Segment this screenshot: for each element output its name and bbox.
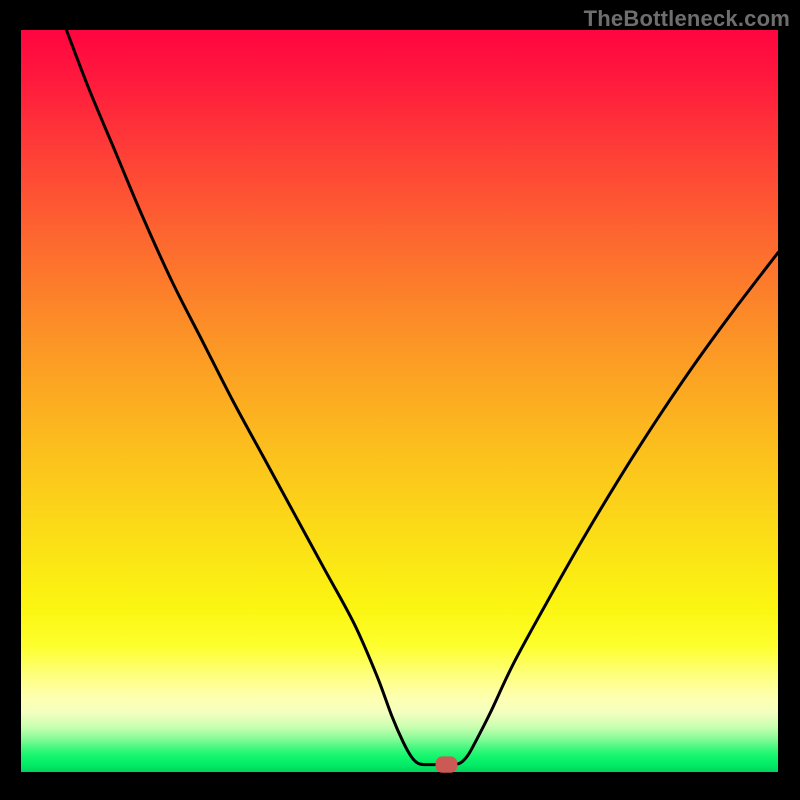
gradient-background: [21, 30, 778, 772]
bottleneck-chart: [0, 0, 800, 800]
watermark-text: TheBottleneck.com: [584, 6, 790, 32]
chart-container: TheBottleneck.com: [0, 0, 800, 800]
optimal-marker: [435, 756, 457, 772]
